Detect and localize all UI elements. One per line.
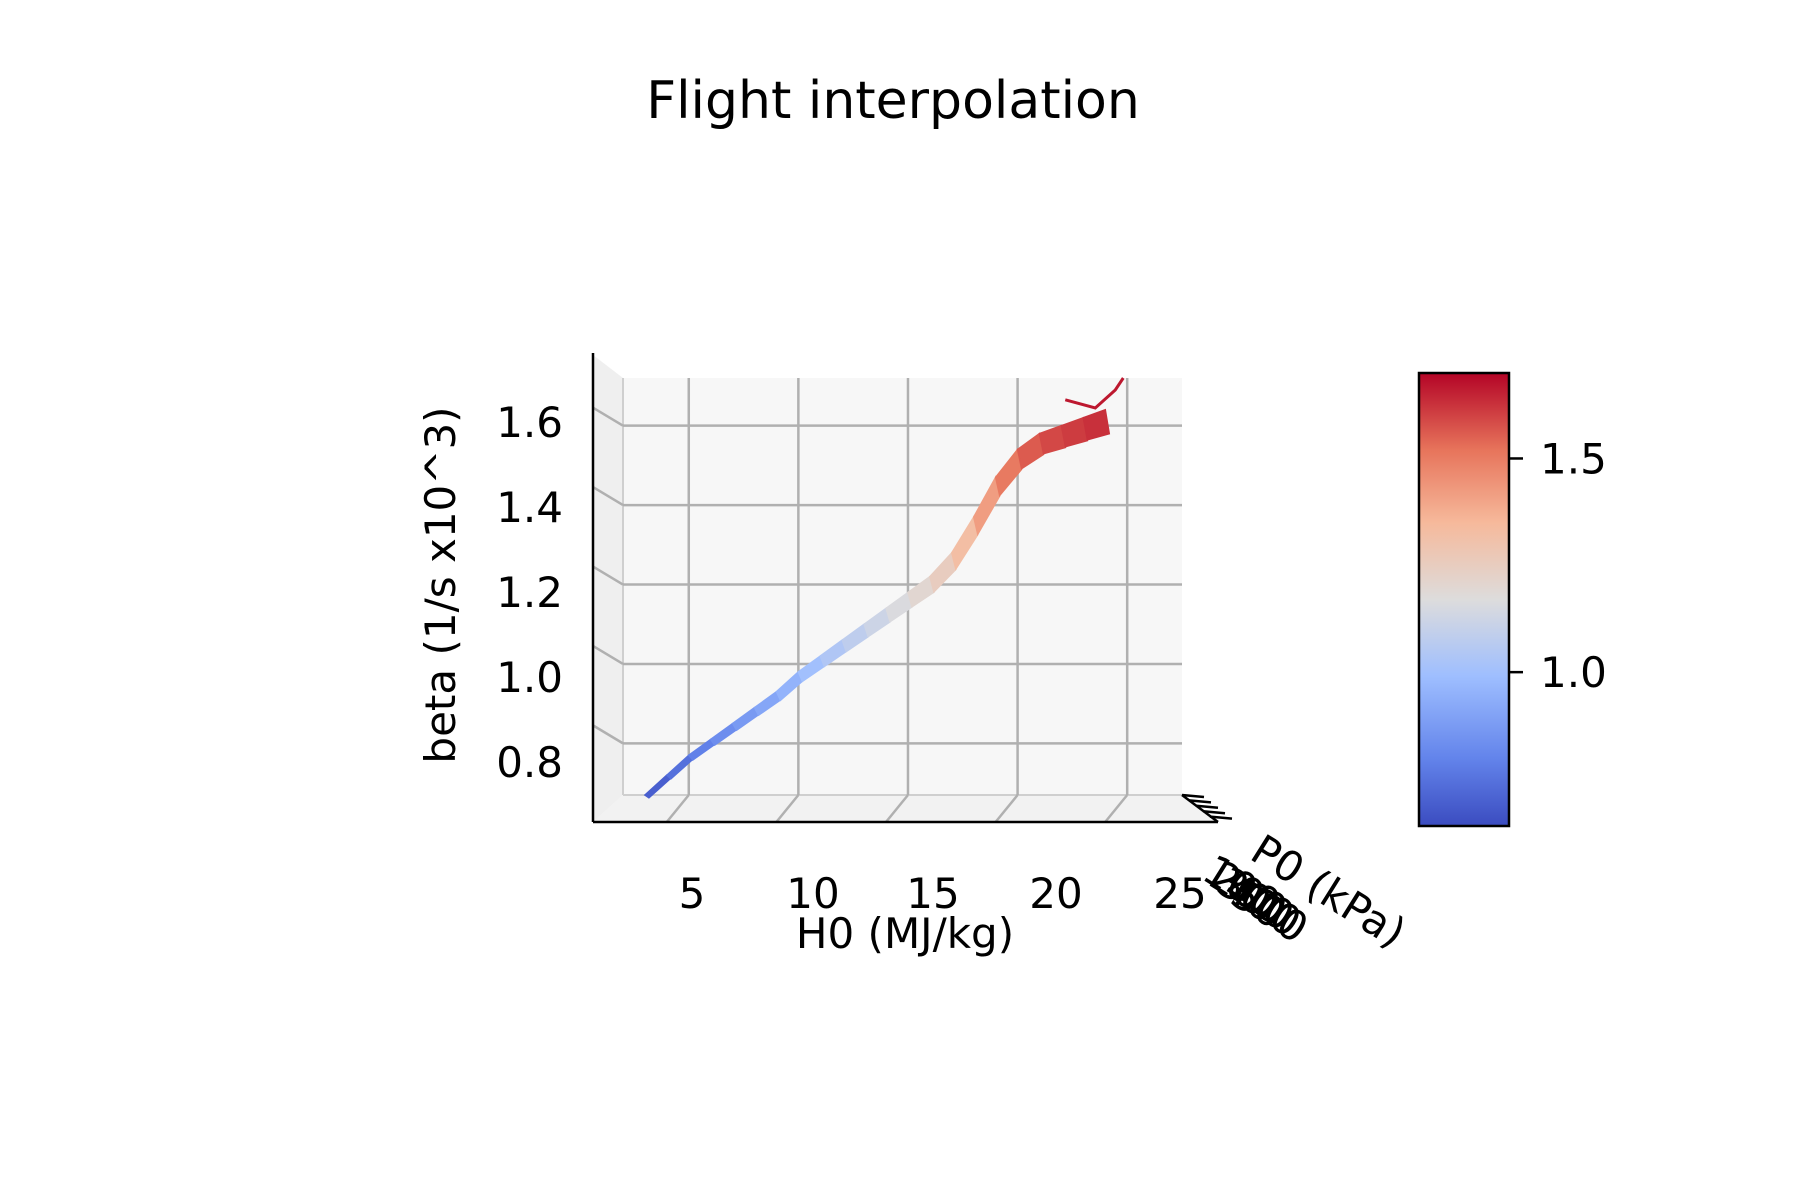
y-ticks	[1181, 793, 1233, 820]
colorbar-tick-label: 1.5	[1540, 434, 1607, 483]
y-tick-mark	[1181, 793, 1205, 799]
colorbar-ticks	[1509, 457, 1523, 674]
z-side-grid-line	[592, 486, 624, 507]
x-floor-grid-line	[885, 794, 909, 823]
z-tick-label: 1.0	[496, 653, 563, 702]
x-tick-label: 15	[906, 869, 959, 918]
surface-patch	[1082, 408, 1111, 441]
z-side-grid-line	[592, 565, 624, 586]
surface-patch	[1060, 416, 1089, 448]
x-floor-grid-line	[775, 794, 800, 823]
y-tick-mark	[1209, 815, 1233, 820]
x-tick-label: 5	[679, 869, 706, 918]
x-floor-grid-line	[1104, 794, 1129, 823]
z-side-grid-line	[592, 406, 624, 427]
z-side-grid-line	[592, 644, 624, 666]
y-tick-mark	[1188, 799, 1212, 804]
z-tick-label: 1.6	[496, 398, 563, 447]
z-tick-label: 1.2	[496, 568, 563, 617]
colorbar: 1.0 1.5	[1417, 371, 1607, 828]
x-floor-grid-line	[994, 794, 1019, 823]
y-tick-mark	[1202, 809, 1226, 815]
x-tick-labels: 5 10 15 20 25	[679, 869, 1207, 918]
surface-patch	[1038, 424, 1067, 455]
x-tick-label: 25	[1153, 869, 1206, 918]
z-side-grid-line	[592, 724, 624, 745]
axes-3d	[591, 353, 1233, 824]
colorbar-tick-label: 1.0	[1540, 648, 1607, 697]
x-axis-label: H0 (MJ/kg)	[796, 909, 1014, 958]
colorbar-gradient	[1417, 371, 1511, 828]
floor-pane	[593, 795, 1218, 822]
left-pane	[593, 355, 623, 822]
y-tick-mark	[1195, 804, 1219, 810]
z-tick-label: 1.4	[496, 483, 563, 532]
x-tick-label: 10	[786, 869, 839, 918]
z-tick-label: 0.8	[496, 738, 563, 787]
surface-plot	[643, 377, 1125, 799]
chart-title: Flight interpolation	[646, 71, 1140, 131]
x-tick-label: 20	[1029, 869, 1082, 918]
surface-edge	[1064, 377, 1125, 410]
z-tick-labels: 0.8 1.0 1.2 1.4 1.6	[496, 398, 563, 787]
z-axis-label: beta (1/s x10^3)	[416, 406, 465, 763]
x-floor-grid-line	[665, 794, 690, 823]
back-pane	[623, 378, 1182, 795]
